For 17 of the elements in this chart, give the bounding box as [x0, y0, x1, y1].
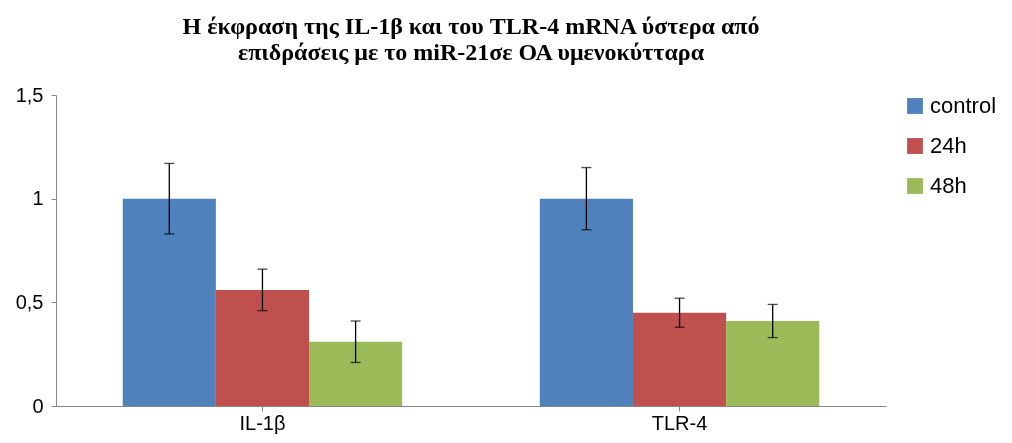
legend-label: 48h	[930, 173, 967, 198]
bar	[632, 312, 727, 406]
text: επιδράσεις με το miR-21σε ΟΑ υμενοκύτταρα	[237, 39, 705, 65]
y-tick-label: 0	[32, 394, 44, 417]
bar	[539, 198, 633, 406]
y-tick-label: 0,5	[15, 290, 44, 313]
text: Η έκφραση της IL-1β και του TLR-4 mRNA ύστερα από	[182, 13, 760, 39]
bar	[122, 198, 216, 406]
y-tick-label: 1,5	[15, 83, 44, 106]
x-tick-label: TLR-4	[651, 411, 708, 434]
bar	[309, 341, 403, 406]
bar	[215, 289, 310, 406]
legend-label: 24h	[930, 133, 967, 158]
y-tick-label: 1	[32, 187, 44, 210]
bar	[726, 320, 820, 406]
legend-label: control	[930, 93, 997, 118]
x-tick-label: IL-1β	[239, 411, 286, 434]
